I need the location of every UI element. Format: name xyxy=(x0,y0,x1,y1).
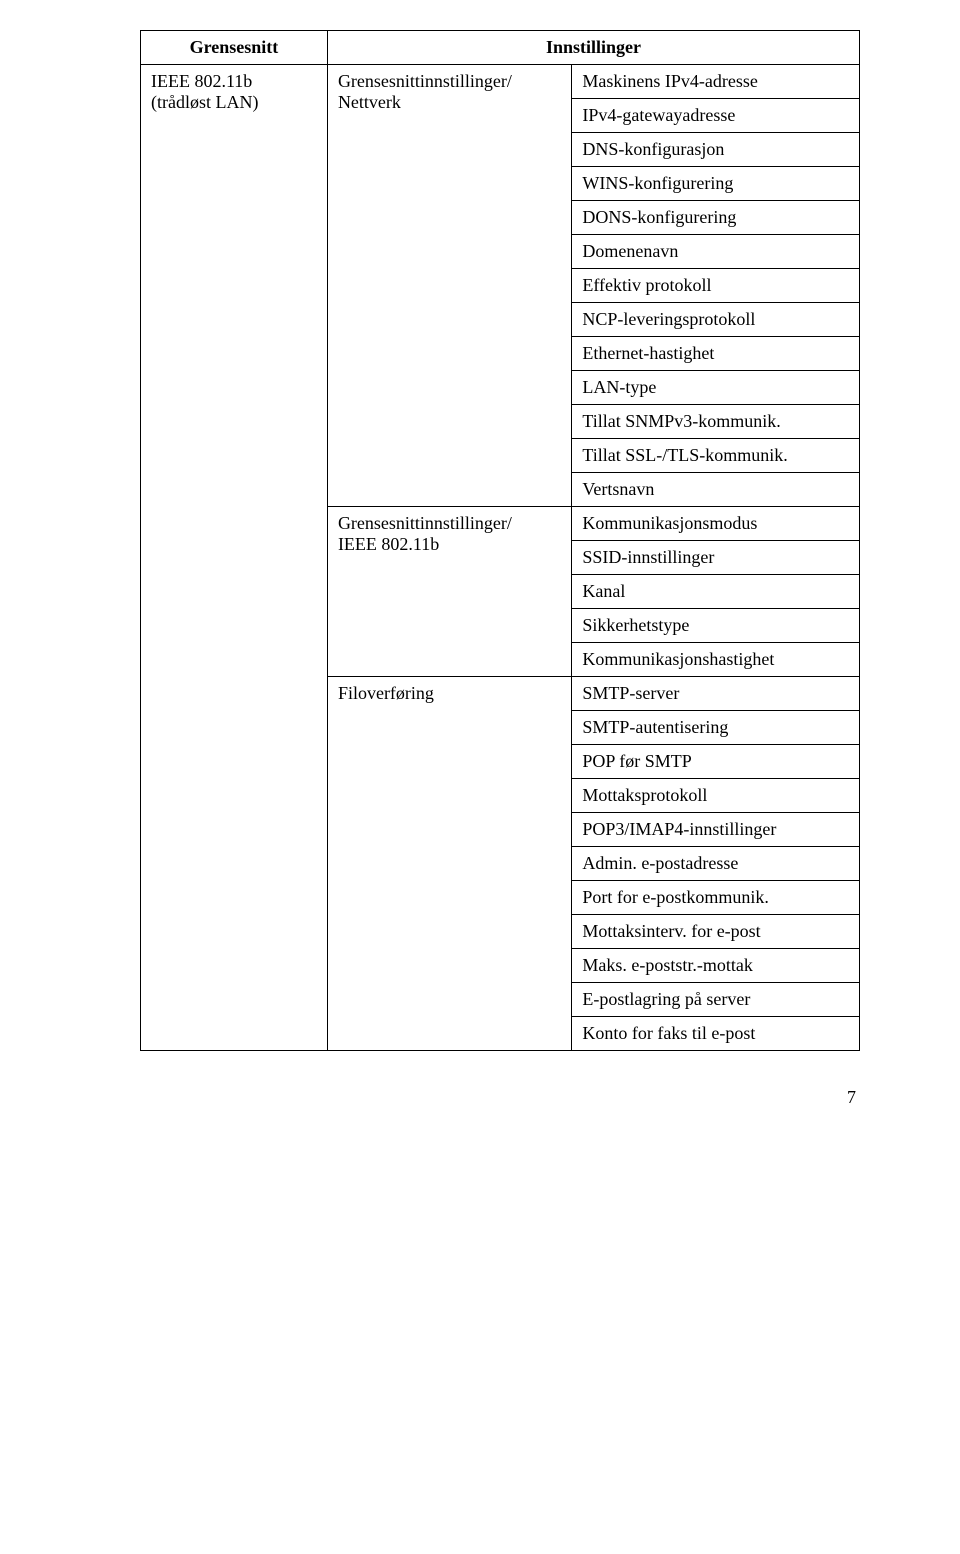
settings-table: Grensesnitt Innstillinger IEEE 802.11b (… xyxy=(140,30,860,1051)
setting-item: Kanal xyxy=(572,575,860,609)
header-grensesnitt: Grensesnitt xyxy=(141,31,328,65)
setting-item: Mottaksinterv. for e-post xyxy=(572,915,860,949)
setting-item: POP før SMTP xyxy=(572,745,860,779)
interface-cell: IEEE 802.11b (trådløst LAN) xyxy=(141,65,328,1051)
setting-item: Tillat SNMPv3-kommunik. xyxy=(572,405,860,439)
setting-item: Kommunikasjonsmodus xyxy=(572,507,860,541)
setting-item: Sikkerhetstype xyxy=(572,609,860,643)
setting-item: IPv4-gatewayadresse xyxy=(572,99,860,133)
setting-item: Kommunikasjonshastighet xyxy=(572,643,860,677)
setting-item: Maskinens IPv4-adresse xyxy=(572,65,860,99)
setting-item: SSID-innstillinger xyxy=(572,541,860,575)
setting-item: SMTP-server xyxy=(572,677,860,711)
page-number: 7 xyxy=(140,1087,860,1108)
setting-item: SMTP-autentisering xyxy=(572,711,860,745)
setting-item: Tillat SSL-/TLS-kommunik. xyxy=(572,439,860,473)
header-innstillinger: Innstillinger xyxy=(327,31,859,65)
setting-item: Admin. e-postadresse xyxy=(572,847,860,881)
setting-item: LAN-type xyxy=(572,371,860,405)
setting-item: WINS-konfigurering xyxy=(572,167,860,201)
setting-item: Vertsnavn xyxy=(572,473,860,507)
iface-line1: IEEE 802.11b xyxy=(151,71,252,91)
setting-item: Konto for faks til e-post xyxy=(572,1017,860,1051)
setting-item: Port for e-postkommunik. xyxy=(572,881,860,915)
setting-item: Mottaksprotokoll xyxy=(572,779,860,813)
group2-label: Grensesnittinnstillinger/ IEEE 802.11b xyxy=(327,507,571,677)
iface-line2: (trådløst LAN) xyxy=(151,92,258,112)
setting-item: DNS-konfigurasjon xyxy=(572,133,860,167)
setting-item: Maks. e-poststr.-mottak xyxy=(572,949,860,983)
setting-item: DONS-konfigurering xyxy=(572,201,860,235)
setting-item: NCP-leveringsprotokoll xyxy=(572,303,860,337)
setting-item: Effektiv protokoll xyxy=(572,269,860,303)
setting-item: Ethernet-hastighet xyxy=(572,337,860,371)
setting-item: POP3/IMAP4-innstillinger xyxy=(572,813,860,847)
group3-label: Filoverføring xyxy=(327,677,571,1051)
setting-item: E-postlagring på server xyxy=(572,983,860,1017)
setting-item: Domenenavn xyxy=(572,235,860,269)
group1-label: Grensesnittinnstillinger/ Nettverk xyxy=(327,65,571,507)
